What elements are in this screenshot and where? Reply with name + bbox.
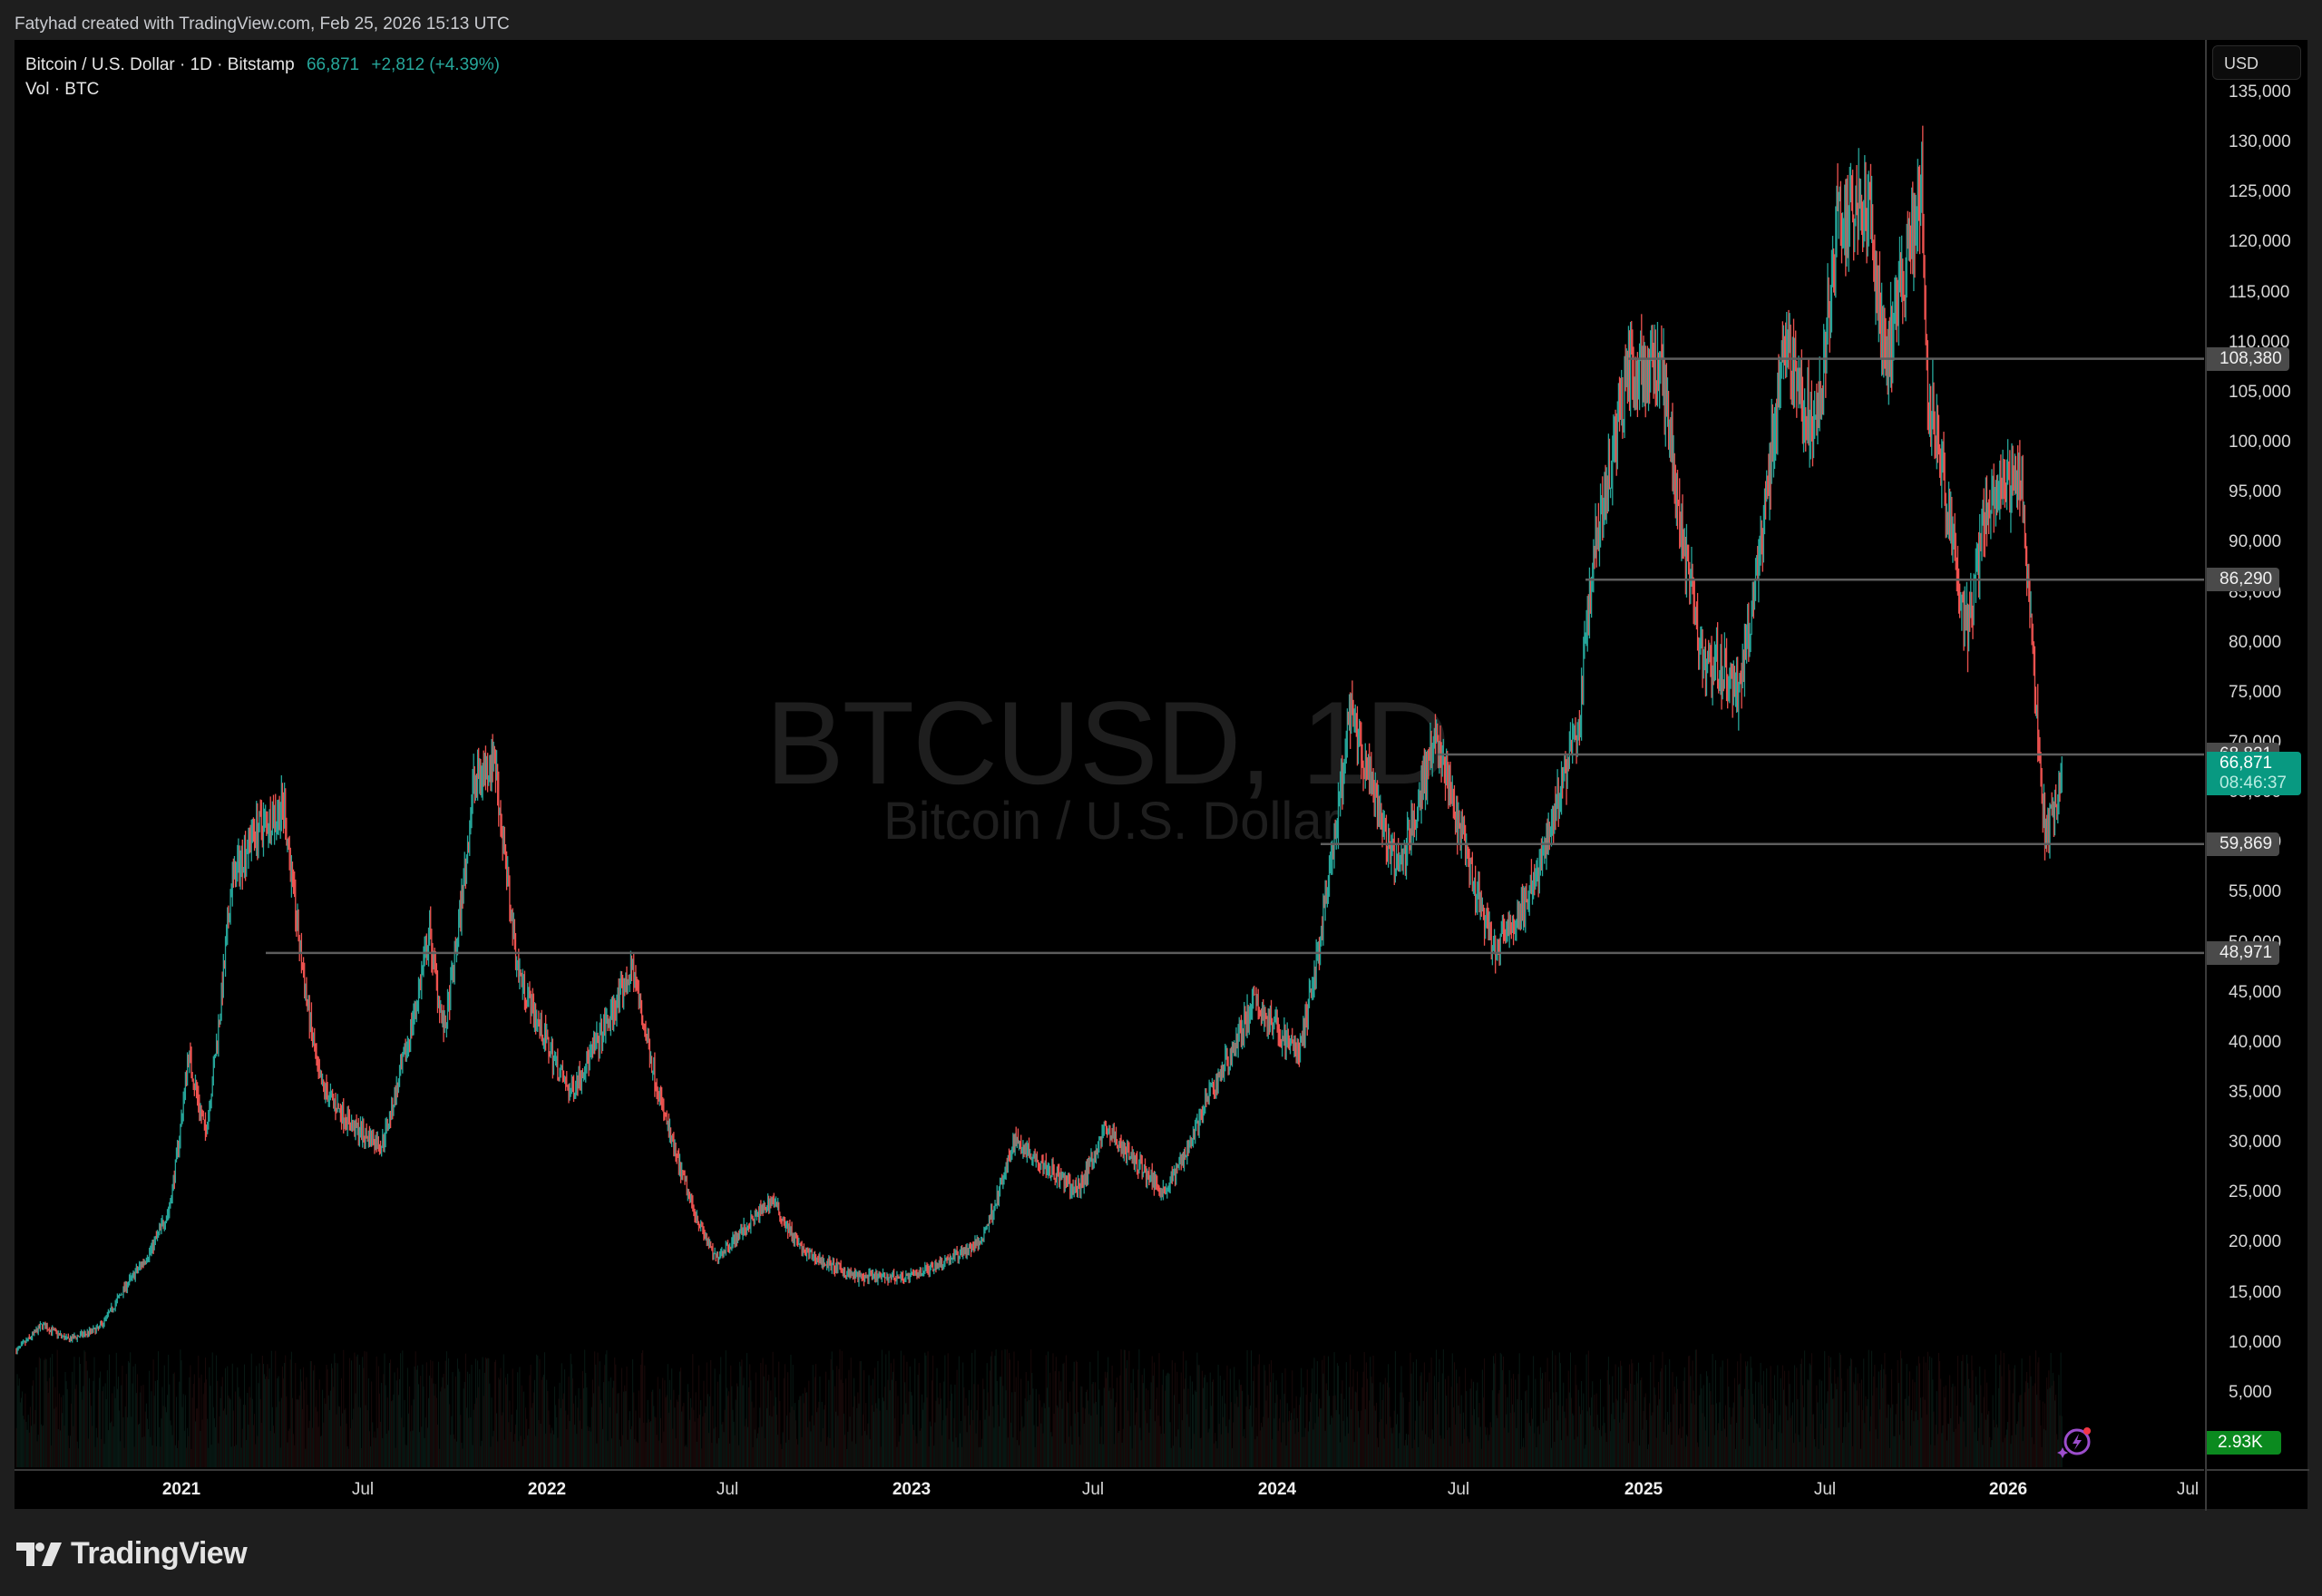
time-tick: Jul (1813, 1480, 1837, 1499)
time-tick: 2026 (1988, 1480, 2028, 1499)
time-axis[interactable]: 2021 Jul 2022 Jul 2023 Jul 2024 Jul 2025 Jul 2026 J… (15, 1469, 2204, 1511)
price-tick: 45,000 (2229, 982, 2282, 1002)
price-tick: 115,000 (2229, 282, 2290, 302)
axis-corner (2205, 1469, 2309, 1511)
time-tick: Jul (716, 1480, 739, 1499)
current-price-label: 66,871 08:46:37 (2207, 752, 2301, 796)
price-tick: 10,000 (2229, 1332, 2282, 1352)
price-tick: 55,000 (2229, 882, 2282, 902)
time-tick: Jul (2176, 1480, 2200, 1499)
price-tick: 110,000 (2229, 332, 2290, 352)
time-tick: Jul (351, 1480, 375, 1499)
price-tick: 105,000 (2229, 382, 2291, 402)
price-tick: 90,000 (2229, 532, 2282, 552)
chart-frame: BTCUSD, 1D Bitcoin / U.S. Dollar Bitcoin… (15, 40, 2309, 1511)
level-price-label[interactable]: 59,869 (2207, 832, 2280, 856)
price-tick: 30,000 (2229, 1133, 2282, 1153)
tradingview-brand: TradingView (71, 1536, 248, 1571)
volume-value-label: 2.93K (2207, 1431, 2281, 1455)
time-tick: 2025 (1624, 1480, 1663, 1499)
level-price-label[interactable]: 108,380 (2207, 346, 2289, 371)
tradingview-logo: TradingView (16, 1536, 248, 1572)
time-tick: 2024 (1257, 1480, 1297, 1499)
ai-assistant-icon[interactable] (2055, 1422, 2095, 1462)
price-tick: 35,000 (2229, 1083, 2282, 1102)
price-tick: 75,000 (2229, 682, 2282, 702)
legend-last-price: 66,871 (306, 55, 360, 74)
time-tick: 2021 (161, 1480, 201, 1499)
current-price-value: 66,871 (2220, 754, 2273, 774)
price-tick: 130,000 (2229, 132, 2291, 152)
price-tick: 40,000 (2229, 1032, 2282, 1052)
level-price-label[interactable]: 48,971 (2207, 940, 2280, 965)
currency-selector[interactable]: USD (2212, 45, 2301, 80)
chart-plot-area[interactable]: BTCUSD, 1D Bitcoin / U.S. Dollar Bitcoin… (15, 40, 2204, 1469)
price-tick: 100,000 (2229, 433, 2291, 453)
legend-volume-row[interactable]: Vol · BTC (25, 80, 100, 99)
price-tick: 20,000 (2229, 1232, 2282, 1252)
time-tick: Jul (1081, 1480, 1105, 1499)
price-axis[interactable]: USD 5,000 10,000 15,000 20,000 25,000 30,000 3… (2205, 40, 2309, 1469)
legend-symbol-title: Bitcoin / U.S. Dollar · 1D · Bitstamp (25, 55, 295, 74)
price-tick: 125,000 (2229, 182, 2291, 202)
chart-legend: Bitcoin / U.S. Dollar · 1D · Bitstamp 66… (25, 53, 500, 102)
legend-main-row[interactable]: Bitcoin / U.S. Dollar · 1D · Bitstamp 66… (25, 53, 500, 77)
price-tick: 5,000 (2229, 1382, 2272, 1402)
level-price-label[interactable]: 86,290 (2207, 568, 2280, 592)
time-tick: Jul (1447, 1480, 1470, 1499)
price-tick: 15,000 (2229, 1282, 2282, 1302)
tradingview-logo-icon (16, 1542, 62, 1566)
price-tick: 135,000 (2229, 83, 2291, 102)
price-tick: 120,000 (2229, 232, 2291, 252)
chart-attribution: Fatyhad created with TradingView.com, Fe… (15, 15, 510, 34)
bar-countdown: 08:46:37 (2220, 774, 2287, 793)
time-tick: 2022 (527, 1480, 567, 1499)
price-tick: 25,000 (2229, 1182, 2282, 1202)
candlestick-series (15, 125, 2204, 1467)
price-tick: 80,000 (2229, 632, 2282, 652)
time-tick: 2023 (892, 1480, 932, 1499)
legend-change: +2,812 (+4.39%) (371, 55, 500, 74)
price-tick: 95,000 (2229, 482, 2282, 502)
